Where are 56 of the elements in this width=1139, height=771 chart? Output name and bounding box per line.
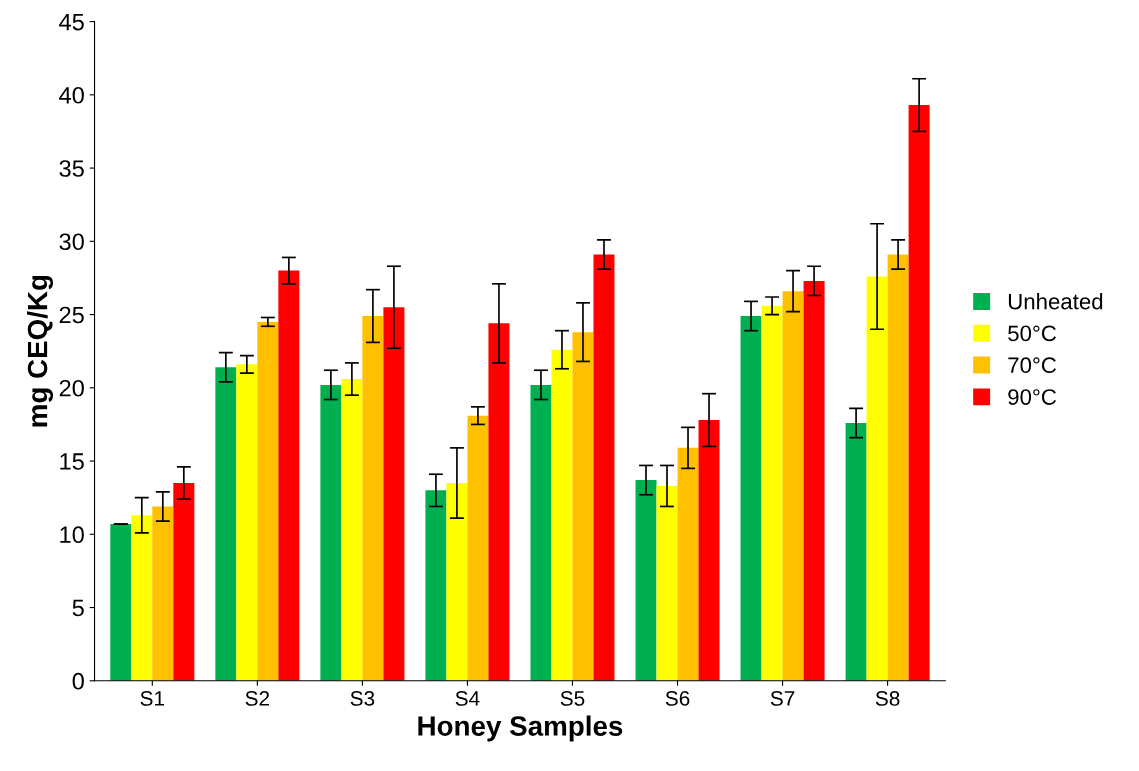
x-axis-title: Honey Samples [418,715,623,742]
y-tick-label: 45 [59,13,84,31]
bar [488,323,510,681]
bar [320,384,342,681]
legend-label: Unheated [1008,293,1103,310]
legend-label: 90°C [1008,389,1057,405]
bar [782,291,804,681]
y-tick-label: 30 [59,233,84,251]
x-tick-label: S1 [140,691,165,706]
y-tick-label: 10 [60,526,84,544]
bar [887,254,909,681]
y-tick-label: 0 [72,672,84,690]
bar [761,305,783,681]
bar [698,420,720,681]
bar [257,321,279,681]
bar [635,480,657,681]
bar [173,483,195,681]
x-tick-label: S8 [875,691,900,706]
x-tick-label: S5 [560,691,585,706]
bar [908,105,930,681]
bar [677,447,699,681]
y-tick-label: 15 [60,453,84,470]
bar [803,280,825,681]
bar [362,316,384,681]
x-tick-label: S6 [665,691,690,706]
y-tick-label: 25 [59,306,84,324]
bar [446,483,468,681]
bar [845,422,867,681]
bar [551,349,573,681]
x-tick-label: S4 [455,691,480,706]
y-tick-label: 40 [59,86,84,104]
bar [866,276,888,681]
bar [425,490,447,681]
y-axis-title: mg CEQ/Kg [26,275,53,427]
y-tick-label: 20 [59,379,84,397]
legend-label: 70°C [1008,357,1057,374]
bar [593,254,615,681]
bar [383,307,405,681]
bar [152,506,174,681]
bar [341,379,363,681]
bar [656,485,678,681]
y-tick-label: 35 [59,160,84,177]
bar [572,332,594,681]
bar [278,270,300,681]
y-tick-label: 5 [72,599,84,617]
bar [131,515,153,681]
legend-label: 50°C [1008,325,1057,342]
bar [740,316,762,681]
x-tick-label: S3 [350,691,375,706]
x-tick-label: S7 [770,691,795,706]
bar [530,384,552,681]
bar [215,367,237,681]
bar [467,415,489,681]
bar [236,364,258,681]
bar [110,524,132,681]
x-tick-label: S2 [245,691,270,706]
